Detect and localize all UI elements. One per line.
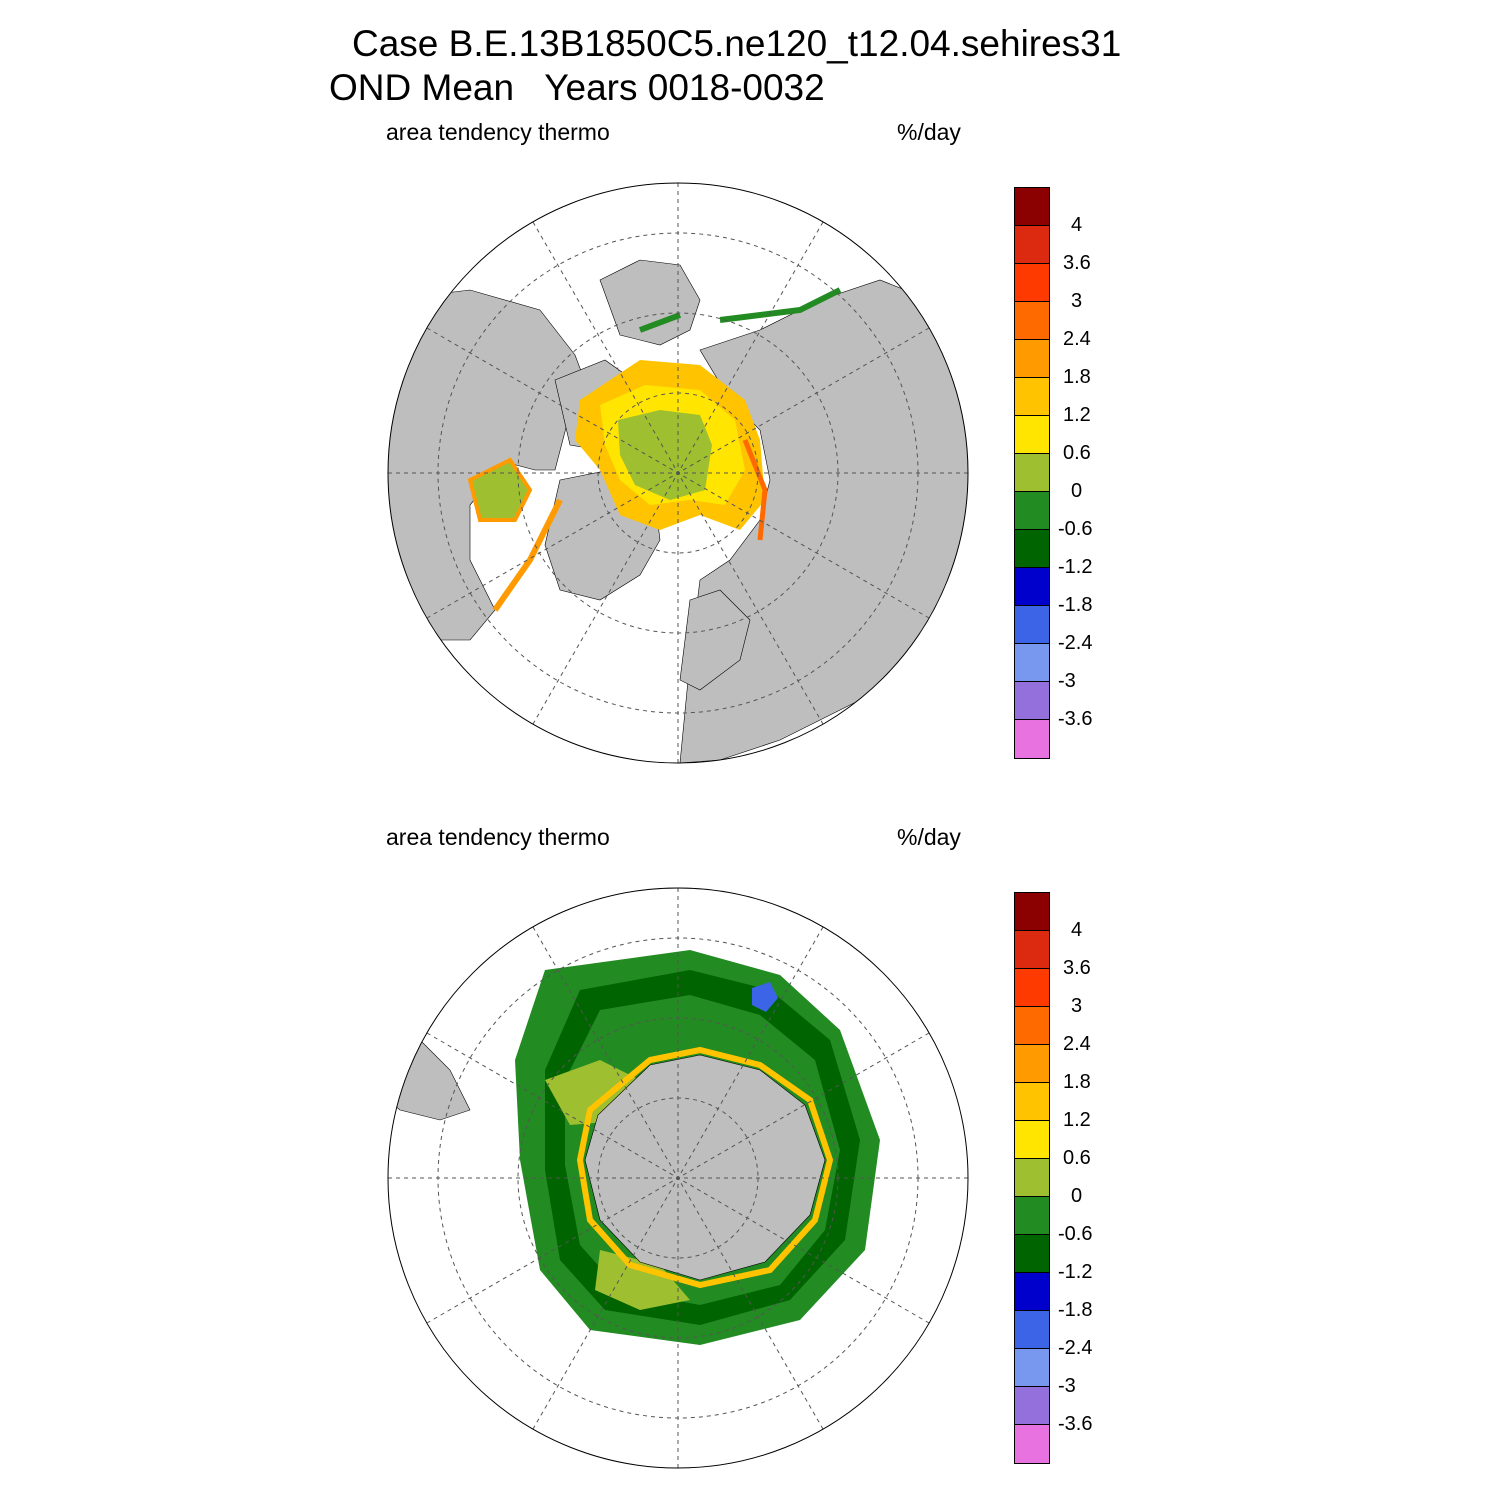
antarctic-panel-left-label: area tendency thermo xyxy=(386,824,610,850)
antarctic-colorbar-box xyxy=(1015,1235,1049,1273)
antarctic-colorbar-box xyxy=(1015,1083,1049,1121)
antarctic-colorbar-tick-label: 2.4 xyxy=(1063,1033,1091,1055)
arctic-colorbar-box xyxy=(1015,264,1049,302)
arctic-colorbar-tick-label: -3 xyxy=(1058,670,1076,692)
antarctic-colorbar-box xyxy=(1015,1159,1049,1197)
arctic-colorbar-tick-label: -3.6 xyxy=(1058,708,1093,730)
arctic-colorbar-tick-label: 0 xyxy=(1071,480,1083,502)
arctic-map xyxy=(387,182,969,764)
arctic-colorbar-tick-label: -1.2 xyxy=(1058,556,1093,578)
antarctic-colorbar-box xyxy=(1015,1349,1049,1387)
antarctic-colorbar-tick-label: -3 xyxy=(1058,1375,1076,1397)
arctic-colorbar-tick-label: 3.6 xyxy=(1063,252,1091,274)
arctic-land-alaska xyxy=(599,259,701,346)
arctic-colorbar-box xyxy=(1015,188,1049,226)
antarctic-colorbar-tick-label: -1.8 xyxy=(1058,1299,1093,1321)
arctic-ice-bering-edge xyxy=(638,287,842,333)
antarctic-colorbar-tick-label: 0 xyxy=(1071,1185,1083,1207)
arctic-colorbar-box xyxy=(1015,492,1049,530)
arctic-graticule xyxy=(388,183,968,763)
antarctic-graticule xyxy=(388,888,968,1468)
antarctic-map-border xyxy=(387,887,969,1469)
arctic-land-scandinavia xyxy=(679,589,751,691)
arctic-colorbar-box xyxy=(1015,682,1049,720)
antarctic-panel-units-label: %/day xyxy=(897,824,961,850)
arctic-ice-siberian-shelf-edge xyxy=(742,439,768,541)
antarctic-land-continent xyxy=(584,1054,826,1281)
arctic-map-border xyxy=(387,182,969,764)
antarctic-colorbar-tick-label: 1.8 xyxy=(1063,1071,1091,1093)
arctic-colorbar-tick-label: 4 xyxy=(1071,214,1083,236)
arctic-colorbar-tick-label: -2.4 xyxy=(1058,632,1093,654)
antarctic-ice-blue-patch xyxy=(752,982,778,1012)
figure-title-line-1: Case B.E.13B1850C5.ne120_t12.04.sehires3… xyxy=(352,23,1122,64)
antarctic-colorbar-box xyxy=(1015,931,1049,969)
arctic-colorbar-tick-label: -0.6 xyxy=(1058,518,1093,540)
antarctic-colorbar-box xyxy=(1015,1197,1049,1235)
antarctic-colorbar xyxy=(1014,892,1050,1464)
antarctic-ice-coastal-fringe xyxy=(576,1046,834,1289)
arctic-ice-baffin-edge xyxy=(492,498,563,612)
arctic-colorbar-box xyxy=(1015,530,1049,568)
antarctic-colorbar-box xyxy=(1015,1121,1049,1159)
antarctic-colorbar-box xyxy=(1015,1007,1049,1045)
arctic-colorbar-tick-label: 3 xyxy=(1071,290,1083,312)
antarctic-colorbar-tick-label: -3.6 xyxy=(1058,1413,1093,1435)
arctic-colorbar-tick-label: 1.2 xyxy=(1063,404,1091,426)
antarctic-colorbar-tick-label: -2.4 xyxy=(1058,1337,1093,1359)
antarctic-colorbar-tick-label: -0.6 xyxy=(1058,1223,1093,1245)
arctic-panel-left-label: area tendency thermo xyxy=(386,119,610,145)
antarctic-colorbar-tick-label: 3.6 xyxy=(1063,957,1091,979)
arctic-colorbar-box xyxy=(1015,454,1049,492)
antarctic-colorbar-tick-label: 0.6 xyxy=(1063,1147,1091,1169)
antarctic-map xyxy=(387,887,969,1469)
arctic-colorbar-box xyxy=(1015,720,1049,758)
antarctic-colorbar-box xyxy=(1015,893,1049,931)
figure-title-line-2: OND Mean Years 0018-0032 xyxy=(329,67,825,108)
arctic-colorbar-box xyxy=(1015,340,1049,378)
arctic-colorbar-tick-label: 1.8 xyxy=(1063,366,1091,388)
arctic-panel-units-label: %/day xyxy=(897,119,961,145)
antarctic-colorbar-box xyxy=(1015,1045,1049,1083)
antarctic-colorbar-box xyxy=(1015,1311,1049,1349)
arctic-colorbar xyxy=(1014,187,1050,759)
arctic-colorbar-box xyxy=(1015,606,1049,644)
arctic-land-siberia xyxy=(679,279,968,763)
arctic-land-north-america xyxy=(388,289,591,641)
antarctic-colorbar-tick-label: -1.2 xyxy=(1058,1261,1093,1283)
antarctic-colorbar-tick-label: 1.2 xyxy=(1063,1109,1091,1131)
antarctic-colorbar-tick-label: 3 xyxy=(1071,995,1083,1017)
arctic-ice-hudson-bay xyxy=(467,457,533,522)
arctic-colorbar-box xyxy=(1015,226,1049,264)
arctic-colorbar-box xyxy=(1015,378,1049,416)
arctic-colorbar-box xyxy=(1015,416,1049,454)
arctic-colorbar-box xyxy=(1015,644,1049,682)
antarctic-colorbar-box xyxy=(1015,969,1049,1007)
arctic-colorbar-tick-label: -1.8 xyxy=(1058,594,1093,616)
arctic-colorbar-tick-label: 0.6 xyxy=(1063,442,1091,464)
arctic-colorbar-box xyxy=(1015,302,1049,340)
antarctic-colorbar-tick-label: 4 xyxy=(1071,919,1083,941)
arctic-colorbar-box xyxy=(1015,568,1049,606)
antarctic-colorbar-box xyxy=(1015,1273,1049,1311)
arctic-colorbar-tick-label: 2.4 xyxy=(1063,328,1091,350)
antarctic-colorbar-box xyxy=(1015,1425,1049,1463)
arctic-ice-central-pack xyxy=(618,410,712,500)
antarctic-ice-ross-sea xyxy=(595,1250,690,1310)
antarctic-colorbar-box xyxy=(1015,1387,1049,1425)
